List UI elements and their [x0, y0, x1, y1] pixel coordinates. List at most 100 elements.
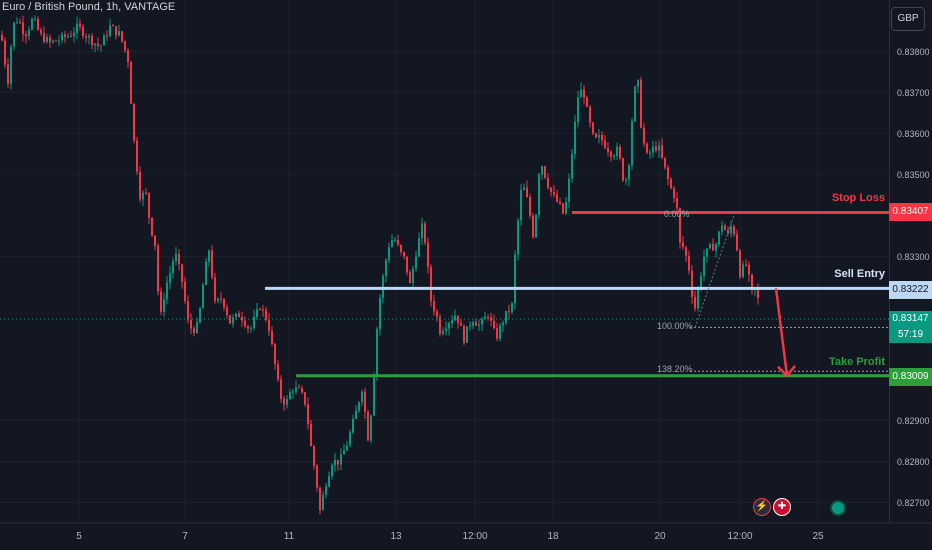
- candle-body: [52, 40, 54, 43]
- candle-body: [55, 40, 57, 42]
- candle-body: [643, 127, 645, 144]
- candle-body: [310, 423, 312, 447]
- x-tick-label: 18: [547, 531, 559, 542]
- candle-body: [661, 145, 663, 158]
- uk-flag-event-icon[interactable]: ✚: [773, 498, 791, 516]
- candle-body: [148, 192, 150, 218]
- candle-body: [232, 317, 234, 324]
- candle-body: [37, 18, 39, 30]
- x-tick-label: 13: [390, 531, 402, 542]
- candle-body: [43, 33, 45, 42]
- candle-body: [628, 165, 630, 180]
- candle-body: [619, 146, 621, 159]
- candle-body: [511, 303, 513, 312]
- candle-body: [178, 253, 180, 265]
- take-profit-price-tag[interactable]: 0.83009: [889, 368, 932, 386]
- candle-body: [556, 194, 558, 202]
- candle-body: [406, 256, 408, 273]
- candle-body: [334, 459, 336, 466]
- candle-body: [493, 320, 495, 329]
- candle-body: [592, 122, 594, 134]
- candle-body: [364, 391, 366, 412]
- candle-body: [601, 135, 603, 141]
- candle-body: [40, 29, 42, 34]
- candle-body: [433, 300, 435, 312]
- candle-body: [265, 309, 267, 320]
- stop-loss-price-tag[interactable]: 0.83407: [889, 203, 932, 221]
- candle-body: [220, 298, 222, 300]
- candle-body: [268, 319, 270, 332]
- candle-body: [466, 326, 468, 343]
- candle-body: [604, 140, 606, 148]
- candle-body: [49, 37, 51, 43]
- candle-body: [373, 374, 375, 416]
- candle-body: [25, 34, 27, 37]
- candle-body: [196, 322, 198, 333]
- sell-entry-price-tag[interactable]: 0.83222: [889, 281, 932, 299]
- lightning-event-icon[interactable]: ⚡: [753, 498, 771, 516]
- candle-body: [358, 402, 360, 411]
- x-tick-label: 12:00: [462, 531, 487, 542]
- candle-body: [130, 61, 132, 104]
- candle-body: [367, 411, 369, 441]
- candle-body: [343, 450, 345, 455]
- candle-body: [667, 167, 669, 180]
- candle-body: [370, 415, 372, 441]
- price-axis-separator: [889, 0, 890, 523]
- candle-body: [613, 155, 615, 157]
- candle-body: [718, 231, 720, 245]
- current-price-tag[interactable]: 0.83147 57:19: [889, 311, 932, 343]
- candle-body: [724, 225, 726, 230]
- candle-body: [286, 399, 288, 405]
- candle-body: [418, 238, 420, 257]
- candle-body: [211, 250, 213, 278]
- candle-body: [610, 151, 612, 157]
- candle-body: [160, 291, 162, 312]
- candle-body: [385, 259, 387, 277]
- candle-body: [328, 476, 330, 487]
- candle-body: [730, 226, 732, 234]
- candle-body: [241, 317, 243, 321]
- candle-body: [640, 79, 642, 128]
- candle-body: [616, 146, 618, 156]
- candle-body: [295, 387, 297, 392]
- candle-body: [625, 179, 627, 181]
- candle-body: [271, 331, 273, 345]
- candle-body: [559, 201, 561, 204]
- candle-body: [169, 273, 171, 283]
- candle-body: [13, 22, 15, 47]
- candle-body: [97, 43, 99, 46]
- candle-body: [400, 244, 402, 252]
- candle-body: [313, 446, 315, 466]
- candle-body: [355, 410, 357, 419]
- candle-body: [439, 317, 441, 334]
- candle-body: [583, 89, 585, 98]
- candle-body: [733, 226, 735, 235]
- candle-body: [139, 171, 141, 200]
- candle-body: [154, 235, 156, 246]
- x-tick-label: 12:00: [727, 531, 752, 542]
- candle-body: [103, 35, 105, 46]
- candle-body: [202, 284, 204, 309]
- candle-body: [256, 308, 258, 317]
- x-tick-label: 20: [654, 531, 666, 542]
- candle-body: [280, 379, 282, 399]
- candle-body: [631, 120, 633, 166]
- candle-body: [595, 133, 597, 138]
- symbol-title[interactable]: Euro / British Pound, 1h, VANTAGE: [2, 1, 176, 13]
- earnings-event-icon[interactable]: [830, 500, 846, 516]
- candle-body: [217, 298, 219, 301]
- y-tick-label: 0.82800: [897, 457, 930, 467]
- candle-body: [403, 251, 405, 257]
- candle-body: [532, 215, 534, 238]
- candle-body: [745, 264, 747, 266]
- candle-body: [472, 322, 474, 326]
- candle-body: [655, 146, 657, 151]
- candle-body: [229, 315, 231, 324]
- candle-body: [67, 36, 69, 38]
- candle-body: [448, 323, 450, 329]
- y-tick-label: 0.83500: [897, 170, 930, 180]
- currency-button[interactable]: GBP: [891, 7, 925, 31]
